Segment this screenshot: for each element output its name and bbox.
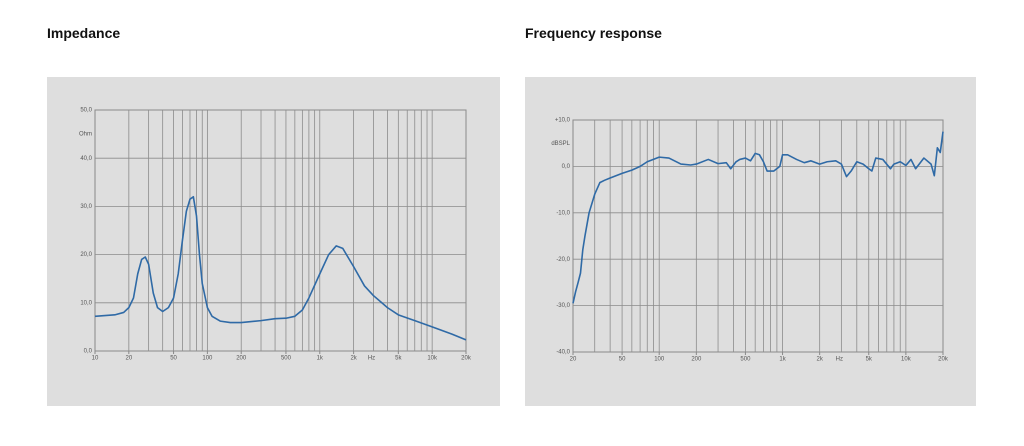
y-tick-label: -30,0 [556,303,570,309]
x-tick-label: 20 [570,357,577,363]
x-tick-label: 5k [395,356,402,362]
y-tick-label: 30,0 [80,204,92,210]
x-tick-label: 10k [427,356,438,362]
x-unit: Hz [368,356,375,362]
x-tick-label: 20 [125,356,132,362]
chart-title: Impedance [47,25,120,41]
x-tick-label: 1k [317,356,324,362]
x-tick-label: 20k [938,357,949,363]
x-tick-label: 2k [816,357,823,363]
x-tick-label: 200 [236,356,247,362]
response-line [572,131,944,304]
y-unit: dBSPL [551,141,570,147]
panel [525,77,976,406]
y-tick-label: 10,0 [80,300,92,306]
x-tick-label: 5k [866,357,873,363]
y-tick-label: 50,0 [80,108,92,114]
x-tick-label: 200 [691,357,702,363]
x-tick-label: 2k [350,356,357,362]
x-tick-label: 50 [619,357,626,363]
y-tick-label: 20,0 [80,252,92,258]
x-tick-label: 50 [170,356,177,362]
y-tick-label: 0,0 [84,349,93,355]
x-tick-label: 500 [740,357,751,363]
x-tick-label: 10 [92,356,99,362]
x-tick-label: 1k [779,357,786,363]
y-tick-label: -40,0 [556,350,570,356]
x-unit: Hz [836,357,843,363]
y-unit: Ohm [79,132,92,138]
x-tick-label: 10k [901,357,912,363]
y-tick-label: 40,0 [80,156,92,162]
x-tick-label: 100 [202,356,213,362]
response-line [94,195,467,341]
y-tick-label: 0,0 [562,164,571,170]
x-tick-label: 500 [281,356,292,362]
x-tick-label: 100 [654,357,665,363]
y-tick-label: -20,0 [556,257,570,263]
y-tick-label: +10,0 [555,118,571,124]
y-tick-label: -10,0 [556,210,570,216]
x-tick-label: 20k [461,356,472,362]
chart-title: Frequency response [525,25,662,41]
